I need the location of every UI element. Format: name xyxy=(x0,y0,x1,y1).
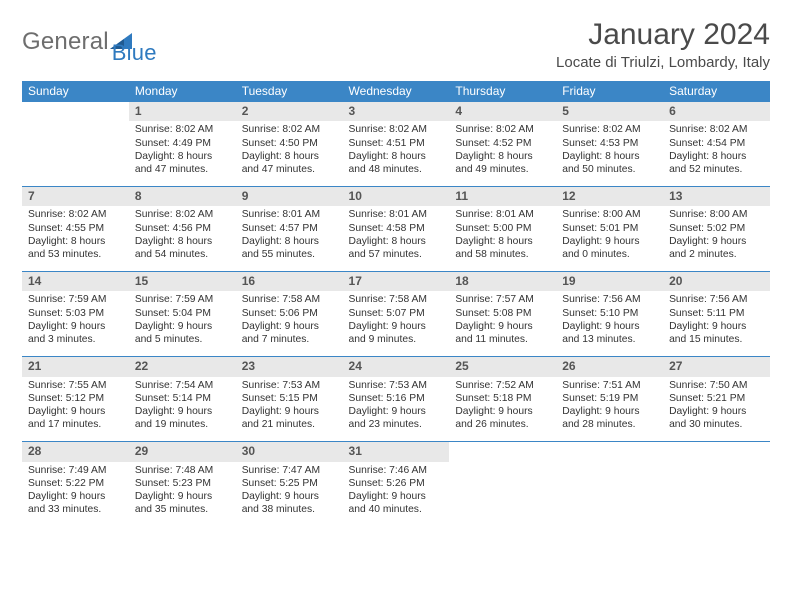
day-detail-cell: Sunrise: 8:00 AM Sunset: 5:01 PM Dayligh… xyxy=(556,206,663,271)
day-detail-cell xyxy=(556,462,663,526)
day-number-cell: 8 xyxy=(129,187,236,207)
day-number-cell: 23 xyxy=(236,357,343,377)
day-number-cell: 31 xyxy=(343,442,450,462)
detail-row: Sunrise: 7:59 AM Sunset: 5:03 PM Dayligh… xyxy=(22,291,770,356)
calendar-page: General Blue January 2024 Locate di Triu… xyxy=(0,0,792,526)
day-number-cell: 26 xyxy=(556,357,663,377)
day-detail-cell: Sunrise: 8:02 AM Sunset: 4:56 PM Dayligh… xyxy=(129,206,236,271)
day-detail-cell: Sunrise: 7:53 AM Sunset: 5:16 PM Dayligh… xyxy=(343,377,450,442)
day-number-cell: 22 xyxy=(129,357,236,377)
daynum-row: 14151617181920 xyxy=(22,272,770,292)
day-number-cell xyxy=(22,102,129,122)
day-detail-cell: Sunrise: 7:49 AM Sunset: 5:22 PM Dayligh… xyxy=(22,462,129,526)
day-detail-cell: Sunrise: 7:59 AM Sunset: 5:04 PM Dayligh… xyxy=(129,291,236,356)
detail-row: Sunrise: 7:55 AM Sunset: 5:12 PM Dayligh… xyxy=(22,377,770,442)
daynum-row: 78910111213 xyxy=(22,187,770,207)
day-detail-cell: Sunrise: 7:56 AM Sunset: 5:10 PM Dayligh… xyxy=(556,291,663,356)
detail-row: Sunrise: 8:02 AM Sunset: 4:55 PM Dayligh… xyxy=(22,206,770,271)
day-number-cell: 18 xyxy=(449,272,556,292)
daynum-row: 123456 xyxy=(22,102,770,122)
weekday-header: Thursday xyxy=(449,81,556,102)
day-detail-cell: Sunrise: 7:58 AM Sunset: 5:06 PM Dayligh… xyxy=(236,291,343,356)
weekday-header: Wednesday xyxy=(343,81,450,102)
day-detail-cell: Sunrise: 7:57 AM Sunset: 5:08 PM Dayligh… xyxy=(449,291,556,356)
weekday-header: Friday xyxy=(556,81,663,102)
day-number-cell: 17 xyxy=(343,272,450,292)
day-number-cell: 10 xyxy=(343,187,450,207)
calendar-table: Sunday Monday Tuesday Wednesday Thursday… xyxy=(22,81,770,526)
day-detail-cell: Sunrise: 8:02 AM Sunset: 4:51 PM Dayligh… xyxy=(343,121,450,186)
day-number-cell: 14 xyxy=(22,272,129,292)
day-number-cell: 25 xyxy=(449,357,556,377)
day-detail-cell xyxy=(449,462,556,526)
day-detail-cell: Sunrise: 7:47 AM Sunset: 5:25 PM Dayligh… xyxy=(236,462,343,526)
weekday-header: Tuesday xyxy=(236,81,343,102)
day-detail-cell: Sunrise: 7:55 AM Sunset: 5:12 PM Dayligh… xyxy=(22,377,129,442)
day-number-cell: 20 xyxy=(663,272,770,292)
day-number-cell: 9 xyxy=(236,187,343,207)
day-number-cell: 13 xyxy=(663,187,770,207)
day-detail-cell: Sunrise: 8:02 AM Sunset: 4:49 PM Dayligh… xyxy=(129,121,236,186)
day-detail-cell: Sunrise: 7:53 AM Sunset: 5:15 PM Dayligh… xyxy=(236,377,343,442)
day-number-cell xyxy=(449,442,556,462)
day-detail-cell: Sunrise: 8:02 AM Sunset: 4:53 PM Dayligh… xyxy=(556,121,663,186)
day-number-cell: 7 xyxy=(22,187,129,207)
day-number-cell: 30 xyxy=(236,442,343,462)
day-detail-cell: Sunrise: 7:48 AM Sunset: 5:23 PM Dayligh… xyxy=(129,462,236,526)
day-number-cell: 5 xyxy=(556,102,663,122)
weekday-header-row: Sunday Monday Tuesday Wednesday Thursday… xyxy=(22,81,770,102)
daynum-row: 21222324252627 xyxy=(22,357,770,377)
day-detail-cell: Sunrise: 7:59 AM Sunset: 5:03 PM Dayligh… xyxy=(22,291,129,356)
day-detail-cell: Sunrise: 7:50 AM Sunset: 5:21 PM Dayligh… xyxy=(663,377,770,442)
day-detail-cell: Sunrise: 7:52 AM Sunset: 5:18 PM Dayligh… xyxy=(449,377,556,442)
day-detail-cell: Sunrise: 8:02 AM Sunset: 4:54 PM Dayligh… xyxy=(663,121,770,186)
day-number-cell xyxy=(663,442,770,462)
day-detail-cell: Sunrise: 7:54 AM Sunset: 5:14 PM Dayligh… xyxy=(129,377,236,442)
day-number-cell: 24 xyxy=(343,357,450,377)
day-detail-cell: Sunrise: 8:01 AM Sunset: 5:00 PM Dayligh… xyxy=(449,206,556,271)
day-detail-cell xyxy=(22,121,129,186)
weekday-header: Monday xyxy=(129,81,236,102)
day-detail-cell: Sunrise: 8:01 AM Sunset: 4:57 PM Dayligh… xyxy=(236,206,343,271)
day-number-cell: 15 xyxy=(129,272,236,292)
weekday-header: Sunday xyxy=(22,81,129,102)
day-number-cell: 3 xyxy=(343,102,450,122)
day-number-cell: 6 xyxy=(663,102,770,122)
detail-row: Sunrise: 8:02 AM Sunset: 4:49 PM Dayligh… xyxy=(22,121,770,186)
logo-text-part1: General xyxy=(22,28,109,56)
month-title: January 2024 xyxy=(556,18,770,52)
detail-row: Sunrise: 7:49 AM Sunset: 5:22 PM Dayligh… xyxy=(22,462,770,526)
location-label: Locate di Triulzi, Lombardy, Italy xyxy=(556,54,770,71)
header-row: General Blue January 2024 Locate di Triu… xyxy=(22,18,770,71)
logo-text-part2: Blue xyxy=(112,18,157,66)
logo: General Blue xyxy=(22,18,157,66)
title-block: January 2024 Locate di Triulzi, Lombardy… xyxy=(556,18,770,71)
day-number-cell: 19 xyxy=(556,272,663,292)
day-detail-cell: Sunrise: 8:01 AM Sunset: 4:58 PM Dayligh… xyxy=(343,206,450,271)
day-number-cell: 2 xyxy=(236,102,343,122)
day-number-cell: 12 xyxy=(556,187,663,207)
day-detail-cell: Sunrise: 7:51 AM Sunset: 5:19 PM Dayligh… xyxy=(556,377,663,442)
day-detail-cell: Sunrise: 8:02 AM Sunset: 4:50 PM Dayligh… xyxy=(236,121,343,186)
day-number-cell: 29 xyxy=(129,442,236,462)
day-detail-cell: Sunrise: 8:02 AM Sunset: 4:55 PM Dayligh… xyxy=(22,206,129,271)
day-number-cell xyxy=(556,442,663,462)
day-number-cell: 11 xyxy=(449,187,556,207)
day-number-cell: 4 xyxy=(449,102,556,122)
day-detail-cell: Sunrise: 8:00 AM Sunset: 5:02 PM Dayligh… xyxy=(663,206,770,271)
day-number-cell: 21 xyxy=(22,357,129,377)
day-number-cell: 27 xyxy=(663,357,770,377)
day-detail-cell xyxy=(663,462,770,526)
day-detail-cell: Sunrise: 7:56 AM Sunset: 5:11 PM Dayligh… xyxy=(663,291,770,356)
day-number-cell: 16 xyxy=(236,272,343,292)
daynum-row: 28293031 xyxy=(22,442,770,462)
day-detail-cell: Sunrise: 7:46 AM Sunset: 5:26 PM Dayligh… xyxy=(343,462,450,526)
day-detail-cell: Sunrise: 8:02 AM Sunset: 4:52 PM Dayligh… xyxy=(449,121,556,186)
day-number-cell: 28 xyxy=(22,442,129,462)
day-number-cell: 1 xyxy=(129,102,236,122)
day-detail-cell: Sunrise: 7:58 AM Sunset: 5:07 PM Dayligh… xyxy=(343,291,450,356)
weekday-header: Saturday xyxy=(663,81,770,102)
